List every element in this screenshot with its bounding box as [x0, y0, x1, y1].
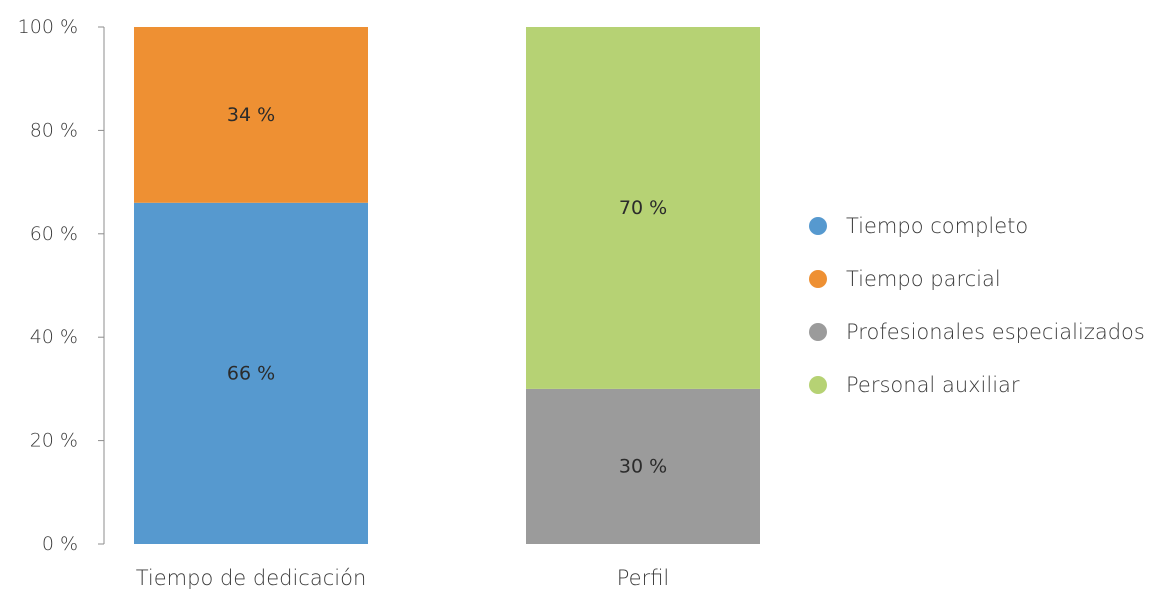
legend-label: Personal auxiliar	[846, 373, 1020, 397]
bar-segment	[526, 388, 760, 544]
legend-marker	[809, 270, 827, 288]
y-tick-label: 20 %	[30, 430, 78, 452]
legend-label: Tiempo completo	[846, 214, 1028, 238]
bar-segment	[526, 27, 760, 389]
legend-marker	[809, 323, 827, 341]
bar-data-label: 34 %	[227, 104, 275, 126]
y-tick-label: 60 %	[30, 223, 78, 245]
bar-data-label: 30 %	[619, 455, 667, 477]
bar-segment	[134, 27, 368, 203]
legend-marker	[809, 217, 827, 235]
bar-data-label: 66 %	[227, 362, 275, 384]
plot-area	[134, 27, 760, 544]
legend-label: Profesionales especializados	[846, 320, 1145, 344]
x-category-label: Perfil	[617, 566, 670, 590]
y-axis: 0 % 20 % 40 % 60 % 80 % 100 %	[18, 16, 105, 555]
x-axis-categories: Tiempo de dedicación Perfil	[136, 566, 670, 590]
legend: Tiempo completo Tiempo parcial Profesional…	[809, 214, 1145, 397]
bar-data-label: 70 %	[619, 197, 667, 219]
legend-label: Tiempo parcial	[846, 267, 1001, 291]
y-tick-label: 80 %	[30, 119, 78, 141]
y-tick-label: 0 %	[42, 533, 78, 555]
data-labels: 66 % 34 % 30 % 70 %	[227, 104, 667, 478]
y-tick-label: 100 %	[18, 16, 78, 38]
y-tick-label: 40 %	[30, 326, 78, 348]
x-category-label: Tiempo de dedicación	[136, 566, 367, 590]
legend-marker	[809, 376, 827, 394]
bar-segment	[134, 202, 368, 544]
